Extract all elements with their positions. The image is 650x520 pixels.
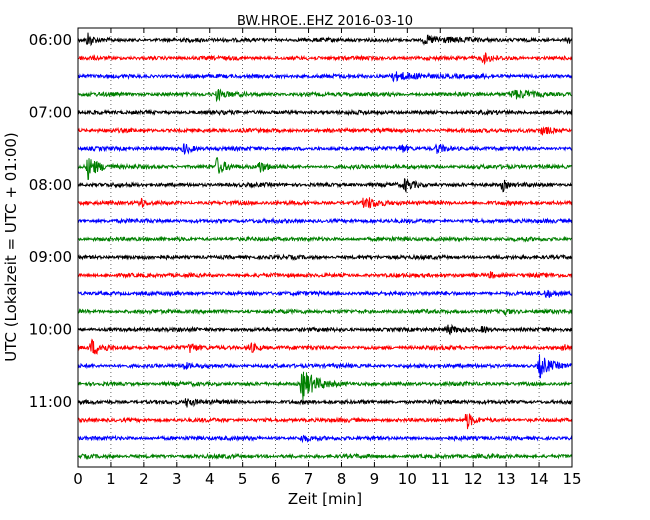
y-tick-label: 09:00 bbox=[29, 248, 72, 266]
x-tick-label: 14 bbox=[530, 470, 549, 488]
trace-0730 bbox=[77, 143, 573, 156]
x-tick-label: 12 bbox=[464, 470, 483, 488]
axis-ticks: 0 1 2 3 4 5 6 7 8 9 10 11 12 13 14 1506:0007:0008:0009:… bbox=[29, 28, 582, 488]
x-tick-label: 10 bbox=[398, 470, 417, 488]
trace-1115 bbox=[77, 413, 573, 430]
y-tick-label: 10:00 bbox=[29, 321, 72, 339]
x-tick-label: 1 bbox=[106, 470, 116, 488]
trace-0615 bbox=[77, 52, 573, 66]
trace-1015 bbox=[77, 338, 573, 355]
seismic-traces bbox=[77, 32, 573, 461]
trace-0915 bbox=[77, 271, 573, 280]
x-tick-label: 7 bbox=[304, 470, 314, 488]
x-tick-label: 9 bbox=[370, 470, 380, 488]
y-tick-label: 11:00 bbox=[29, 393, 72, 411]
trace-0715 bbox=[77, 126, 573, 136]
x-tick-label: 4 bbox=[205, 470, 215, 488]
trace-0845 bbox=[77, 235, 573, 243]
x-tick-label: 5 bbox=[238, 470, 248, 488]
trace-1100 bbox=[77, 398, 573, 408]
y-tick-label: 07:00 bbox=[29, 103, 72, 121]
x-tick-label: 8 bbox=[337, 470, 347, 488]
trace-0815 bbox=[77, 197, 573, 209]
x-tick-label: 15 bbox=[562, 470, 581, 488]
x-tick-label: 11 bbox=[431, 470, 450, 488]
trace-0630 bbox=[77, 71, 573, 83]
trace-0900 bbox=[77, 253, 573, 261]
trace-0830 bbox=[77, 216, 573, 225]
y-axis-label: UTC (Lokalzeit = UTC + 01:00) bbox=[2, 132, 20, 362]
trace-1130 bbox=[77, 434, 573, 444]
trace-0600 bbox=[77, 32, 573, 47]
plot-frame bbox=[77, 27, 573, 468]
trace-1000 bbox=[77, 323, 573, 336]
trace-1045 bbox=[77, 371, 573, 400]
y-tick-label: 06:00 bbox=[29, 31, 72, 49]
trace-1030 bbox=[77, 354, 573, 379]
x-tick-label: 13 bbox=[497, 470, 516, 488]
trace-0930 bbox=[77, 289, 573, 299]
x-tick-label: 3 bbox=[172, 470, 182, 488]
chart-title: BW.HROE..EHZ 2016-03-10 bbox=[237, 14, 413, 29]
x-tick-label: 6 bbox=[271, 470, 281, 488]
x-tick-label: 0 bbox=[73, 470, 83, 488]
trace-1145 bbox=[77, 452, 573, 461]
trace-0800 bbox=[77, 177, 573, 194]
y-tick-label: 08:00 bbox=[29, 176, 72, 194]
x-axis-label: Zeit [min] bbox=[288, 490, 362, 508]
trace-0945 bbox=[77, 308, 573, 316]
trace-0645 bbox=[77, 88, 573, 103]
trace-0700 bbox=[77, 108, 573, 117]
trace-0745 bbox=[77, 157, 573, 181]
x-tick-label: 2 bbox=[139, 470, 149, 488]
